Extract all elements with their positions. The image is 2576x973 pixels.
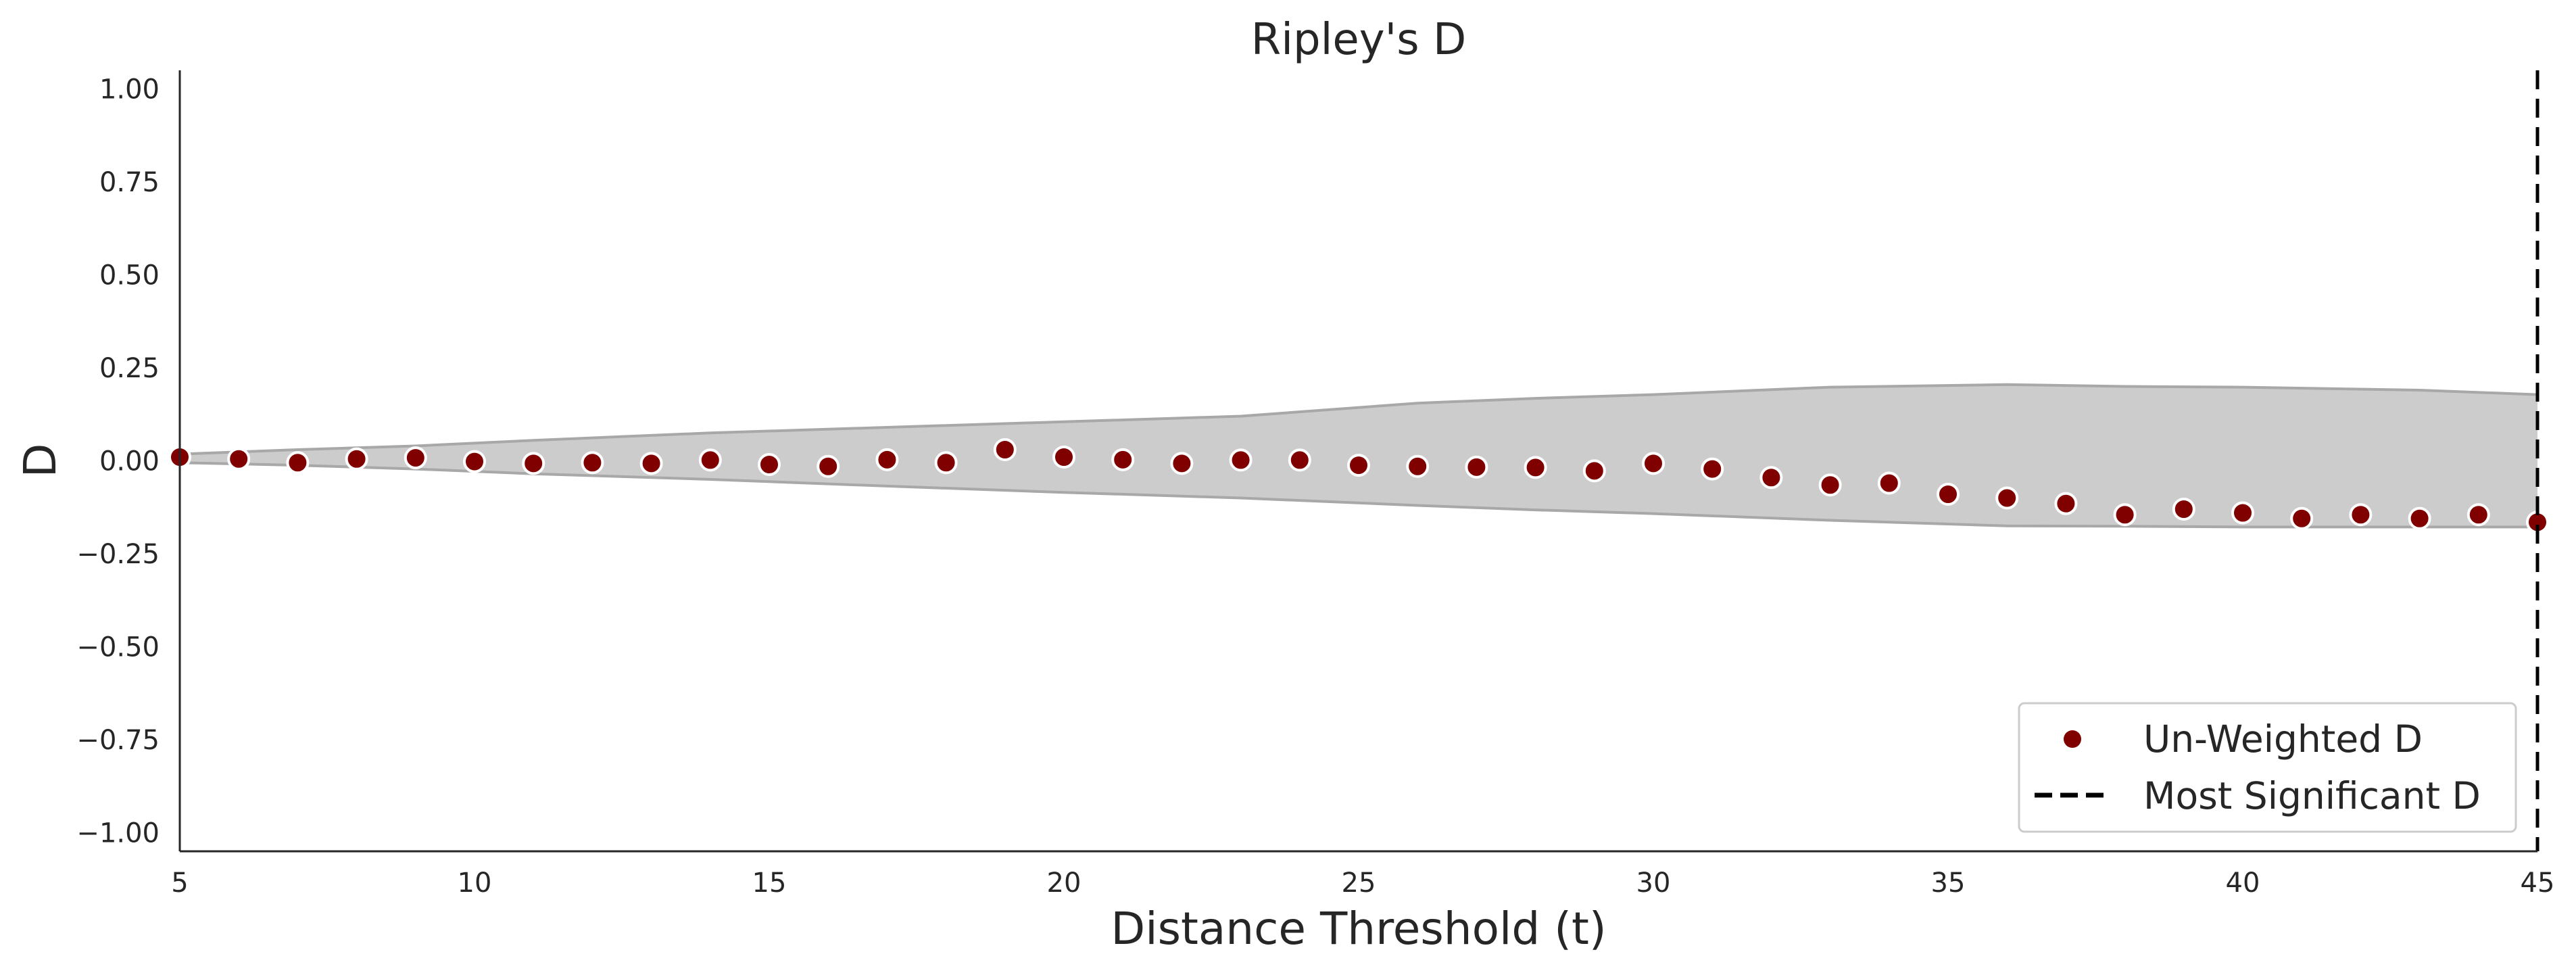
- data-point: [1877, 471, 1901, 495]
- y-tick-label: −0.50: [76, 632, 160, 663]
- y-tick-label: 0.25: [99, 353, 160, 384]
- data-point: [2466, 503, 2490, 527]
- x-tick-label: 15: [752, 868, 787, 899]
- x-axis-label: Distance Threshold (t): [1111, 903, 1606, 955]
- x-tick-label: 40: [2226, 868, 2260, 899]
- plot-area: [168, 70, 2549, 851]
- data-point: [345, 447, 368, 471]
- data-point: [1465, 455, 1488, 479]
- y-axis-label: D: [14, 444, 66, 478]
- data-point: [2172, 498, 2195, 521]
- data-point: [581, 451, 604, 475]
- data-point: [2408, 506, 2431, 530]
- y-tick-label: −0.25: [76, 539, 160, 570]
- y-tick-labels: 1.00 0.75 0.50 0.25 0.00 −0.25 −0.50 −0.75 −1.00: [76, 74, 160, 849]
- legend-label-most-significant-d: Most Significant D: [2143, 774, 2481, 817]
- data-point: [2113, 503, 2137, 527]
- x-tick-label: 45: [2521, 868, 2555, 899]
- x-tick-label: 20: [1047, 868, 1082, 899]
- data-point: [1111, 448, 1135, 471]
- x-tick-label: 35: [1931, 868, 1966, 899]
- y-tick-label: −1.00: [76, 818, 160, 849]
- data-point: [286, 451, 310, 475]
- legend-box: [2018, 702, 2517, 833]
- envelope-lower-edge: [179, 461, 2537, 529]
- data-point: [1052, 446, 1075, 469]
- data-point: [2231, 501, 2254, 525]
- x-tick-label: 10: [458, 868, 492, 899]
- data-point: [2349, 503, 2373, 527]
- data-point: [1288, 448, 1311, 472]
- data-point: [817, 454, 840, 478]
- y-tick-label: 0.00: [99, 446, 160, 477]
- data-point: [1701, 457, 1724, 481]
- envelope-upper-edge: [179, 383, 2538, 456]
- data-point: [1229, 448, 1253, 472]
- data-point: [2054, 492, 2078, 515]
- data-point: [698, 448, 722, 472]
- data-point: [1995, 486, 2019, 510]
- y-tick-label: 0.75: [99, 167, 160, 198]
- data-point: [2290, 506, 2314, 530]
- x-tick-label: 5: [171, 868, 188, 899]
- legend-marker-un-weighted-d: [2064, 730, 2081, 748]
- data-point: [758, 453, 781, 476]
- y-tick-label: 0.50: [99, 260, 160, 291]
- x-tick-labels: 5 10 15 20 25 30 35 40 45: [171, 868, 2554, 899]
- data-point: [404, 446, 427, 470]
- data-point: [1347, 454, 1370, 477]
- data-points: [168, 438, 2549, 534]
- data-point: [227, 447, 251, 471]
- y-tick-label: 1.00: [99, 74, 160, 105]
- data-point: [1582, 459, 1606, 483]
- data-point: [993, 438, 1017, 461]
- data-point: [1524, 456, 1547, 479]
- legend-label-un-weighted-d: Un-Weighted D: [2143, 717, 2423, 761]
- data-point: [463, 450, 486, 473]
- data-point: [1818, 473, 1842, 497]
- data-point: [522, 452, 545, 475]
- data-point: [1642, 452, 1665, 475]
- x-tick-label: 25: [1342, 868, 1376, 899]
- data-point: [1406, 454, 1430, 478]
- x-tick-label: 30: [1636, 868, 1671, 899]
- y-tick-label: −0.75: [76, 725, 160, 756]
- legend: Un-Weighted D Most Significant D: [2018, 702, 2517, 833]
- data-point: [1759, 466, 1783, 490]
- data-point: [875, 448, 899, 471]
- chart-title: Ripley's D: [1251, 15, 1466, 65]
- data-point: [1937, 483, 1960, 506]
- data-point: [639, 452, 663, 475]
- data-point: [934, 451, 958, 475]
- data-point: [1170, 452, 1194, 475]
